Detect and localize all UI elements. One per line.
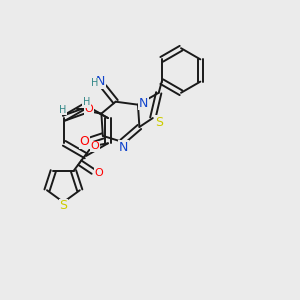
Text: O: O [90,141,99,151]
Text: H: H [83,97,90,107]
Text: H: H [59,105,66,115]
Text: O: O [84,104,93,114]
Text: O: O [94,168,103,178]
Text: H: H [91,78,98,88]
Text: N: N [119,141,128,154]
Text: O: O [79,135,89,148]
Text: S: S [155,116,163,129]
Text: N: N [96,75,106,88]
Text: N: N [139,97,148,110]
Text: S: S [59,199,68,212]
